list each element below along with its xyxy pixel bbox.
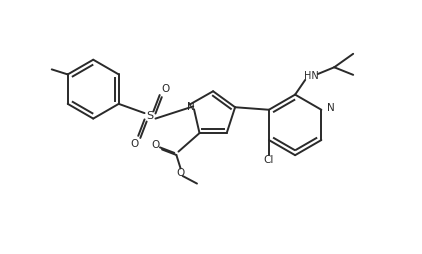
Text: O: O (176, 168, 185, 178)
Text: O: O (131, 139, 139, 149)
Text: HN: HN (304, 71, 319, 81)
Text: N: N (327, 103, 335, 113)
Text: O: O (161, 84, 169, 94)
Text: O: O (151, 140, 160, 150)
Text: Cl: Cl (264, 155, 274, 165)
Text: N: N (187, 102, 195, 112)
Text: S: S (146, 112, 154, 121)
